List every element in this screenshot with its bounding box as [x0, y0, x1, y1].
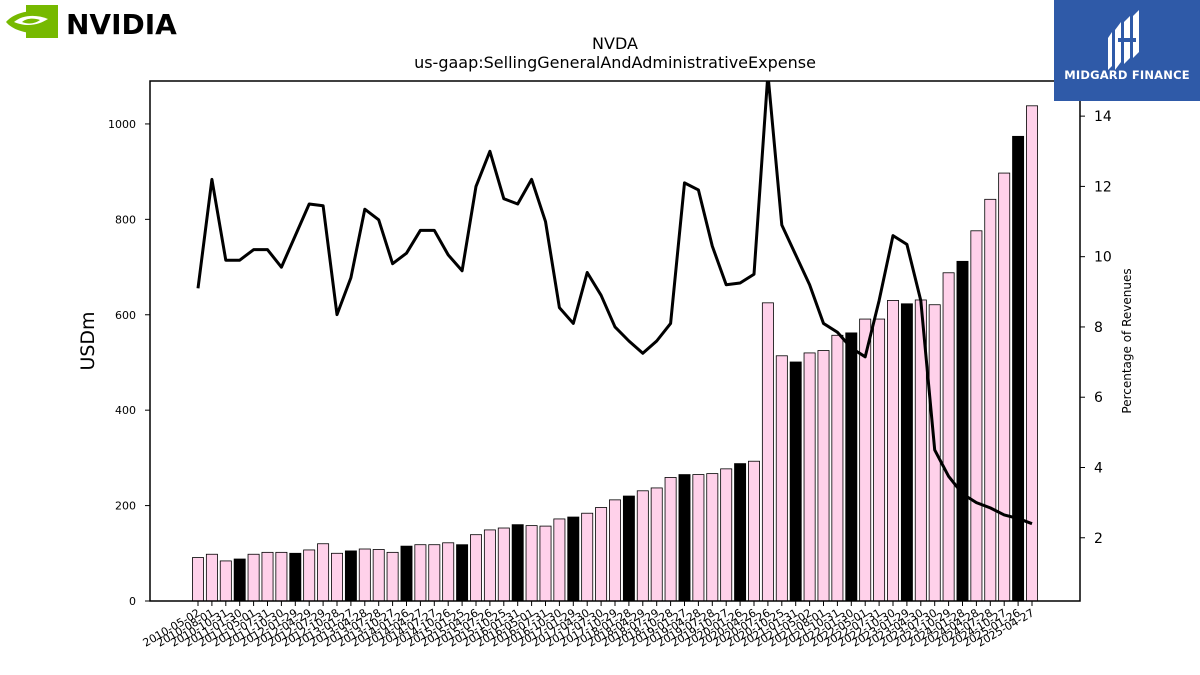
- bar-2021-10-31: [831, 334, 844, 602]
- bar-2025-01-26: [1012, 135, 1025, 602]
- bar-2011-07-31: [261, 551, 274, 602]
- bar-2016-05-01: [525, 525, 538, 602]
- y-tick-label: 1000: [108, 118, 136, 131]
- y2-tick-label: 4: [1094, 460, 1103, 476]
- bar-2023-01-29: [900, 303, 913, 602]
- y-axis-left: 0 200 400 600 800 1000: [108, 118, 150, 608]
- bar-2017-10-29: [609, 499, 621, 602]
- bar-2017-01-29: [567, 516, 580, 602]
- bar-2015-10-25: [497, 527, 510, 602]
- bar-2017-07-30: [595, 507, 608, 602]
- bar-2010-05-02: [192, 557, 204, 602]
- bar-2021-08-01: [817, 350, 830, 602]
- bar-2013-04-28: [358, 548, 371, 602]
- bar-2012-01-29: [289, 552, 302, 602]
- bar-2015-04-26: [470, 534, 482, 602]
- bar-2022-07-31: [873, 318, 886, 602]
- bar-2014-10-26: [442, 542, 455, 602]
- bar-2011-10-30: [275, 551, 288, 602]
- bar-2014-07-27: [428, 544, 441, 602]
- y-tick-label: 600: [115, 309, 136, 322]
- bar-2022-05-01: [859, 318, 872, 602]
- y-axis-label: USDm: [77, 311, 99, 370]
- y-tick-label: 400: [115, 404, 136, 417]
- bar-2012-10-28: [331, 552, 343, 602]
- bar-2024-10-27: [998, 172, 1011, 602]
- bar-2013-07-28: [372, 549, 385, 602]
- y2-tick-label: 2: [1094, 531, 1103, 547]
- bar-2022-01-30: [845, 332, 858, 602]
- chart-subtitle: us-gaap:SellingGeneralAndAdministrativeE…: [414, 53, 816, 72]
- x-axis: 2010-05-022010-08-012010-10-312011-01-30…: [141, 601, 1037, 650]
- y-tick-label: 200: [115, 500, 136, 513]
- bar-2011-05-01: [247, 553, 260, 602]
- bar-2020-04-26: [748, 460, 760, 602]
- y-axis-right: 2 4 6 8 10 12 14: [1080, 109, 1112, 547]
- bar-2010-10-31: [219, 560, 232, 602]
- bar-2020-10-25: [775, 355, 788, 602]
- bar-2015-07-26: [483, 529, 496, 602]
- bar-2013-01-27: [344, 550, 357, 602]
- bar-2017-04-30: [581, 512, 594, 602]
- bar-2014-04-27: [414, 544, 427, 602]
- bar-2021-01-31: [789, 361, 802, 602]
- bar-2019-01-27: [678, 474, 691, 602]
- y2-tick-label: 14: [1094, 109, 1112, 125]
- y2-axis-label: Percentage of Revenues: [1120, 268, 1134, 413]
- midgard-emblem-icon: [1108, 10, 1139, 70]
- y2-tick-label: 12: [1094, 179, 1112, 195]
- bar-2014-01-26: [400, 545, 413, 602]
- midgard-finance-logo: MIDGARD FINANCE: [1054, 0, 1200, 101]
- bar-2018-04-29: [636, 490, 649, 602]
- bar-2016-01-31: [511, 524, 524, 602]
- bar-2015-01-25: [456, 544, 469, 602]
- bar-2018-10-28: [664, 477, 677, 602]
- bar-2020-07-26: [761, 302, 774, 602]
- bar-2021-05-02: [803, 352, 816, 602]
- y-tick-label: 800: [115, 213, 136, 226]
- bar-2018-01-28: [622, 495, 635, 602]
- nvidia-logo: NVIDIA: [4, 4, 204, 44]
- y2-tick-label: 10: [1094, 250, 1112, 266]
- chart-title: NVDA: [592, 34, 638, 53]
- bars-group: [192, 105, 1038, 602]
- bar-2016-07-31: [539, 525, 552, 602]
- bar-2019-10-27: [720, 468, 733, 602]
- midgard-wordmark: MIDGARD FINANCE: [1064, 68, 1190, 82]
- bar-2025-04-27: [1026, 105, 1038, 602]
- bar-2012-04-29: [303, 549, 316, 602]
- bar-2019-04-28: [692, 474, 705, 602]
- bar-2018-07-29: [650, 487, 663, 602]
- bar-2024-04-28: [970, 230, 983, 602]
- y-tick-label: 0: [129, 595, 136, 608]
- bar-2020-01-26: [734, 463, 747, 602]
- bar-2024-01-28: [956, 260, 969, 602]
- bar-2013-10-27: [386, 551, 399, 602]
- y2-tick-label: 8: [1094, 320, 1103, 336]
- y2-tick-label: 6: [1094, 390, 1103, 406]
- bar-2011-01-30: [233, 558, 246, 602]
- bar-2010-08-01: [205, 553, 218, 602]
- percentage-line-series: [196, 81, 1033, 526]
- bar-2022-10-30: [887, 300, 899, 602]
- bar-2016-10-30: [553, 518, 566, 602]
- bar-2023-10-29: [942, 272, 955, 602]
- bar-2019-07-28: [706, 473, 719, 602]
- bar-2024-07-28: [984, 198, 997, 602]
- nvidia-wordmark: NVIDIA: [66, 8, 177, 41]
- bar-2012-07-29: [317, 543, 330, 602]
